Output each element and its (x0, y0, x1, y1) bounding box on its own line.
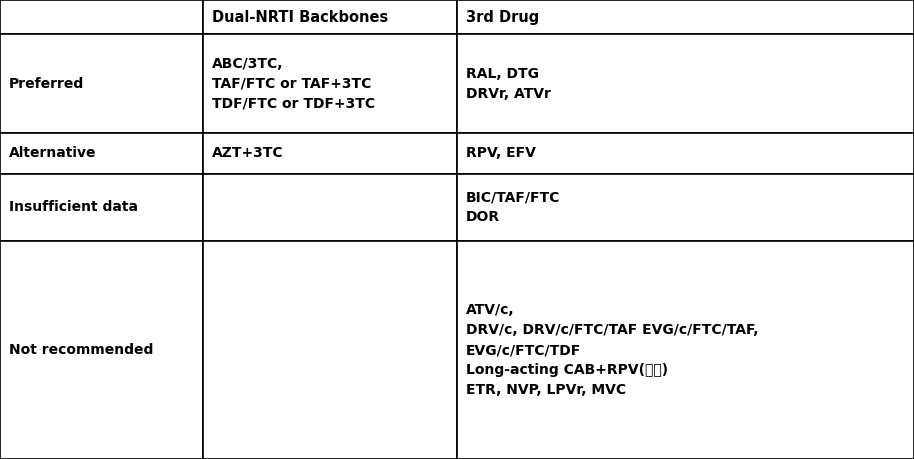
Bar (203, 0, 457, 34)
Bar (203, 241, 457, 459)
Text: 3rd Drug: 3rd Drug (466, 10, 539, 25)
Text: Insufficient data: Insufficient data (9, 201, 138, 214)
Bar (203, 174, 457, 241)
Bar (0, 0, 203, 34)
Bar (203, 34, 457, 133)
Bar (457, 174, 914, 241)
Text: Alternative: Alternative (9, 146, 97, 160)
Text: ATV/c,
DRV/c, DRV/c/FTC/TAF EVG/c/FTC/TAF,
EVG/c/FTC/TDF
Long-acting CAB+RPV(筋注): ATV/c, DRV/c, DRV/c/FTC/TAF EVG/c/FTC/TA… (466, 303, 759, 397)
Bar (0, 133, 203, 174)
Bar (457, 133, 914, 174)
Text: Preferred: Preferred (9, 77, 84, 91)
Text: AZT+3TC: AZT+3TC (212, 146, 283, 160)
Bar (0, 241, 203, 459)
Text: RAL, DTG
DRVr, ATVr: RAL, DTG DRVr, ATVr (466, 67, 551, 101)
Bar (0, 34, 203, 133)
Text: BIC/TAF/FTC
DOR: BIC/TAF/FTC DOR (466, 190, 560, 224)
Text: Dual-NRTI Backbones: Dual-NRTI Backbones (212, 10, 388, 25)
Bar (203, 133, 457, 174)
Text: Not recommended: Not recommended (9, 343, 154, 357)
Bar (457, 241, 914, 459)
Bar (457, 0, 914, 34)
Text: RPV, EFV: RPV, EFV (466, 146, 536, 160)
Text: ABC/3TC,
TAF/FTC or TAF+3TC
TDF/FTC or TDF+3TC: ABC/3TC, TAF/FTC or TAF+3TC TDF/FTC or T… (212, 57, 375, 111)
Bar (0, 174, 203, 241)
Bar (457, 34, 914, 133)
